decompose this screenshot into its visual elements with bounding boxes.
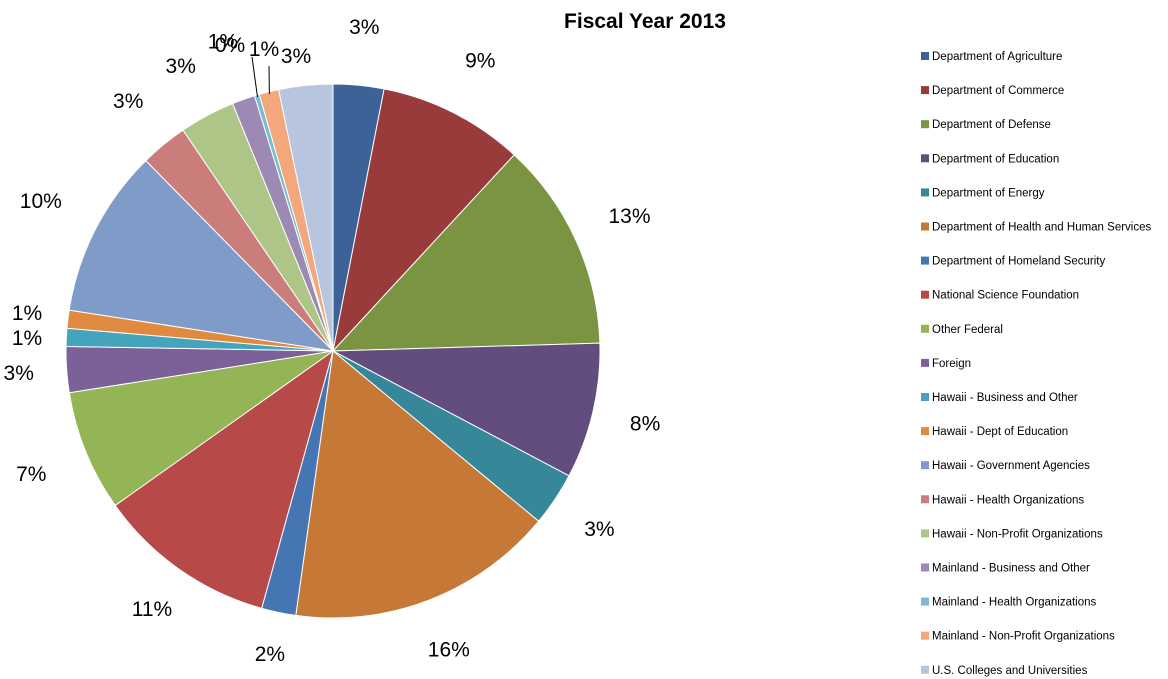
data-label-hawaii-dept-of-education: 1%: [12, 302, 42, 325]
legend-label-department-of-defense: Department of Defense: [932, 119, 1051, 131]
pie-slice-hawaii-government-agencies: [68, 159, 335, 352]
data-label-mainland-health-organizations: 0%: [215, 34, 245, 57]
legend-label-hawaii-health-organizations: Hawaii - Health Organizations: [932, 494, 1084, 506]
data-label-national-science-foundation: 11%: [132, 598, 172, 621]
legend-label-foreign: Foreign: [932, 358, 971, 370]
legend-swatch-hawaii-government-agencies: [921, 461, 929, 470]
legend-swatch-u-s-colleges-and-universities: [921, 665, 929, 674]
legend-label-hawaii-business-and-other: Hawaii - Business and Other: [932, 392, 1078, 404]
legend-label-national-science-foundation: National Science Foundation: [932, 290, 1079, 302]
data-label-foreign: 3%: [4, 362, 34, 385]
pie-slice-department-of-defense: [331, 154, 601, 352]
legend-swatch-mainland-non-profit-organizations: [921, 631, 929, 640]
legend-swatch-department-of-health-and-human-services: [921, 222, 929, 231]
legend-swatch-department-of-agriculture: [921, 52, 929, 60]
data-labels: 3%9%13%8%3%16%2%11%7%3%1%1%10%3%3%1%0% 1%…: [4, 16, 661, 666]
data-label-department-of-homeland-security: 2%: [255, 643, 285, 666]
data-label-hawaii-business-and-other: 1%: [12, 327, 42, 350]
legend-swatch-hawaii-dept-of-education: [921, 427, 929, 436]
pie-slice-other-federal: [68, 350, 334, 507]
legend: Department of Agriculture Department of C…: [921, 51, 1151, 677]
data-label-hawaii-health-organizations: 3%: [113, 90, 143, 113]
legend-label-department-of-commerce: Department of Commerce: [932, 85, 1064, 97]
legend-swatch-department-of-energy: [921, 188, 929, 197]
legend-swatch-foreign: [921, 358, 929, 367]
data-label-mainland-non-profit-organizations: 1%: [249, 38, 279, 61]
pie-slice-department-of-commerce: [332, 88, 515, 353]
data-label-department-of-commerce: 9%: [465, 50, 495, 73]
legend-swatch-department-of-education: [921, 154, 929, 163]
legend-label-mainland-business-and-other: Mainland - Business and Other: [932, 563, 1090, 575]
legend-swatch-hawaii-business-and-other: [921, 393, 929, 401]
legend-label-department-of-education: Department of Education: [932, 153, 1059, 165]
pie-slice-department-of-health-and-human-services: [295, 350, 540, 619]
legend-label-hawaii-dept-of-education: Hawaii - Dept of Education: [932, 426, 1068, 438]
legend-label-mainland-non-profit-organizations: Mainland - Non-Profit Organizations: [932, 631, 1115, 643]
legend-swatch-hawaii-health-organizations: [921, 495, 929, 504]
legend-label-department-of-health-and-human-services: Department of Health and Human Services: [932, 222, 1151, 234]
pie-slice-u-s-colleges-and-universities: [278, 83, 334, 352]
data-label-department-of-health-and-human-services: 16%: [428, 639, 470, 662]
legend-swatch-hawaii-non-profit-organizations: [921, 529, 929, 538]
legend-swatch-department-of-homeland-security: [921, 256, 929, 265]
chart-title: Fiscal Year 2013: [564, 10, 726, 33]
pie-slice-department-of-education: [331, 342, 601, 477]
legend-label-department-of-agriculture: Department of Agriculture: [932, 51, 1062, 63]
data-label-department-of-agriculture: 3%: [349, 16, 379, 39]
leader-line-mainland-health-organizations: [251, 56, 258, 98]
pie-slices: [65, 83, 601, 619]
data-label-hawaii-government-agencies: 10%: [20, 190, 62, 213]
legend-label-department-of-homeland-security: Department of Homeland Security: [932, 256, 1105, 268]
data-label-mainland-business-and-other: 1%: [208, 31, 238, 54]
legend-swatch-mainland-business-and-other: [921, 563, 929, 572]
data-label-other-federal: 7%: [16, 463, 46, 486]
legend-swatch-department-of-commerce: [921, 86, 929, 95]
data-label-department-of-education: 8%: [630, 413, 660, 436]
legend-swatch-other-federal: [921, 324, 929, 333]
data-label-department-of-energy: 3%: [584, 518, 614, 541]
legend-label-hawaii-non-profit-organizations: Hawaii - Non-Profit Organizations: [932, 528, 1103, 540]
data-label-department-of-defense: 13%: [608, 205, 650, 228]
legend-label-other-federal: Other Federal: [932, 324, 1003, 336]
legend-label-u-s-colleges-and-universities: U.S. Colleges and Universities: [932, 665, 1088, 677]
pie-slice-national-science-foundation: [114, 349, 334, 609]
legend-swatch-department-of-defense: [921, 120, 929, 129]
data-label-hawaii-non-profit-organizations: 3%: [166, 55, 196, 78]
legend-label-department-of-energy: Department of Energy: [932, 187, 1045, 199]
legend-swatch-mainland-health-organizations: [921, 597, 929, 606]
legend-label-hawaii-government-agencies: Hawaii - Government Agencies: [932, 460, 1090, 472]
legend-label-mainland-health-organizations: Mainland - Health Organizations: [932, 597, 1097, 609]
data-label-u-s-colleges-and-universities: 3%: [281, 45, 311, 68]
legend-swatch-national-science-foundation: [921, 290, 929, 299]
